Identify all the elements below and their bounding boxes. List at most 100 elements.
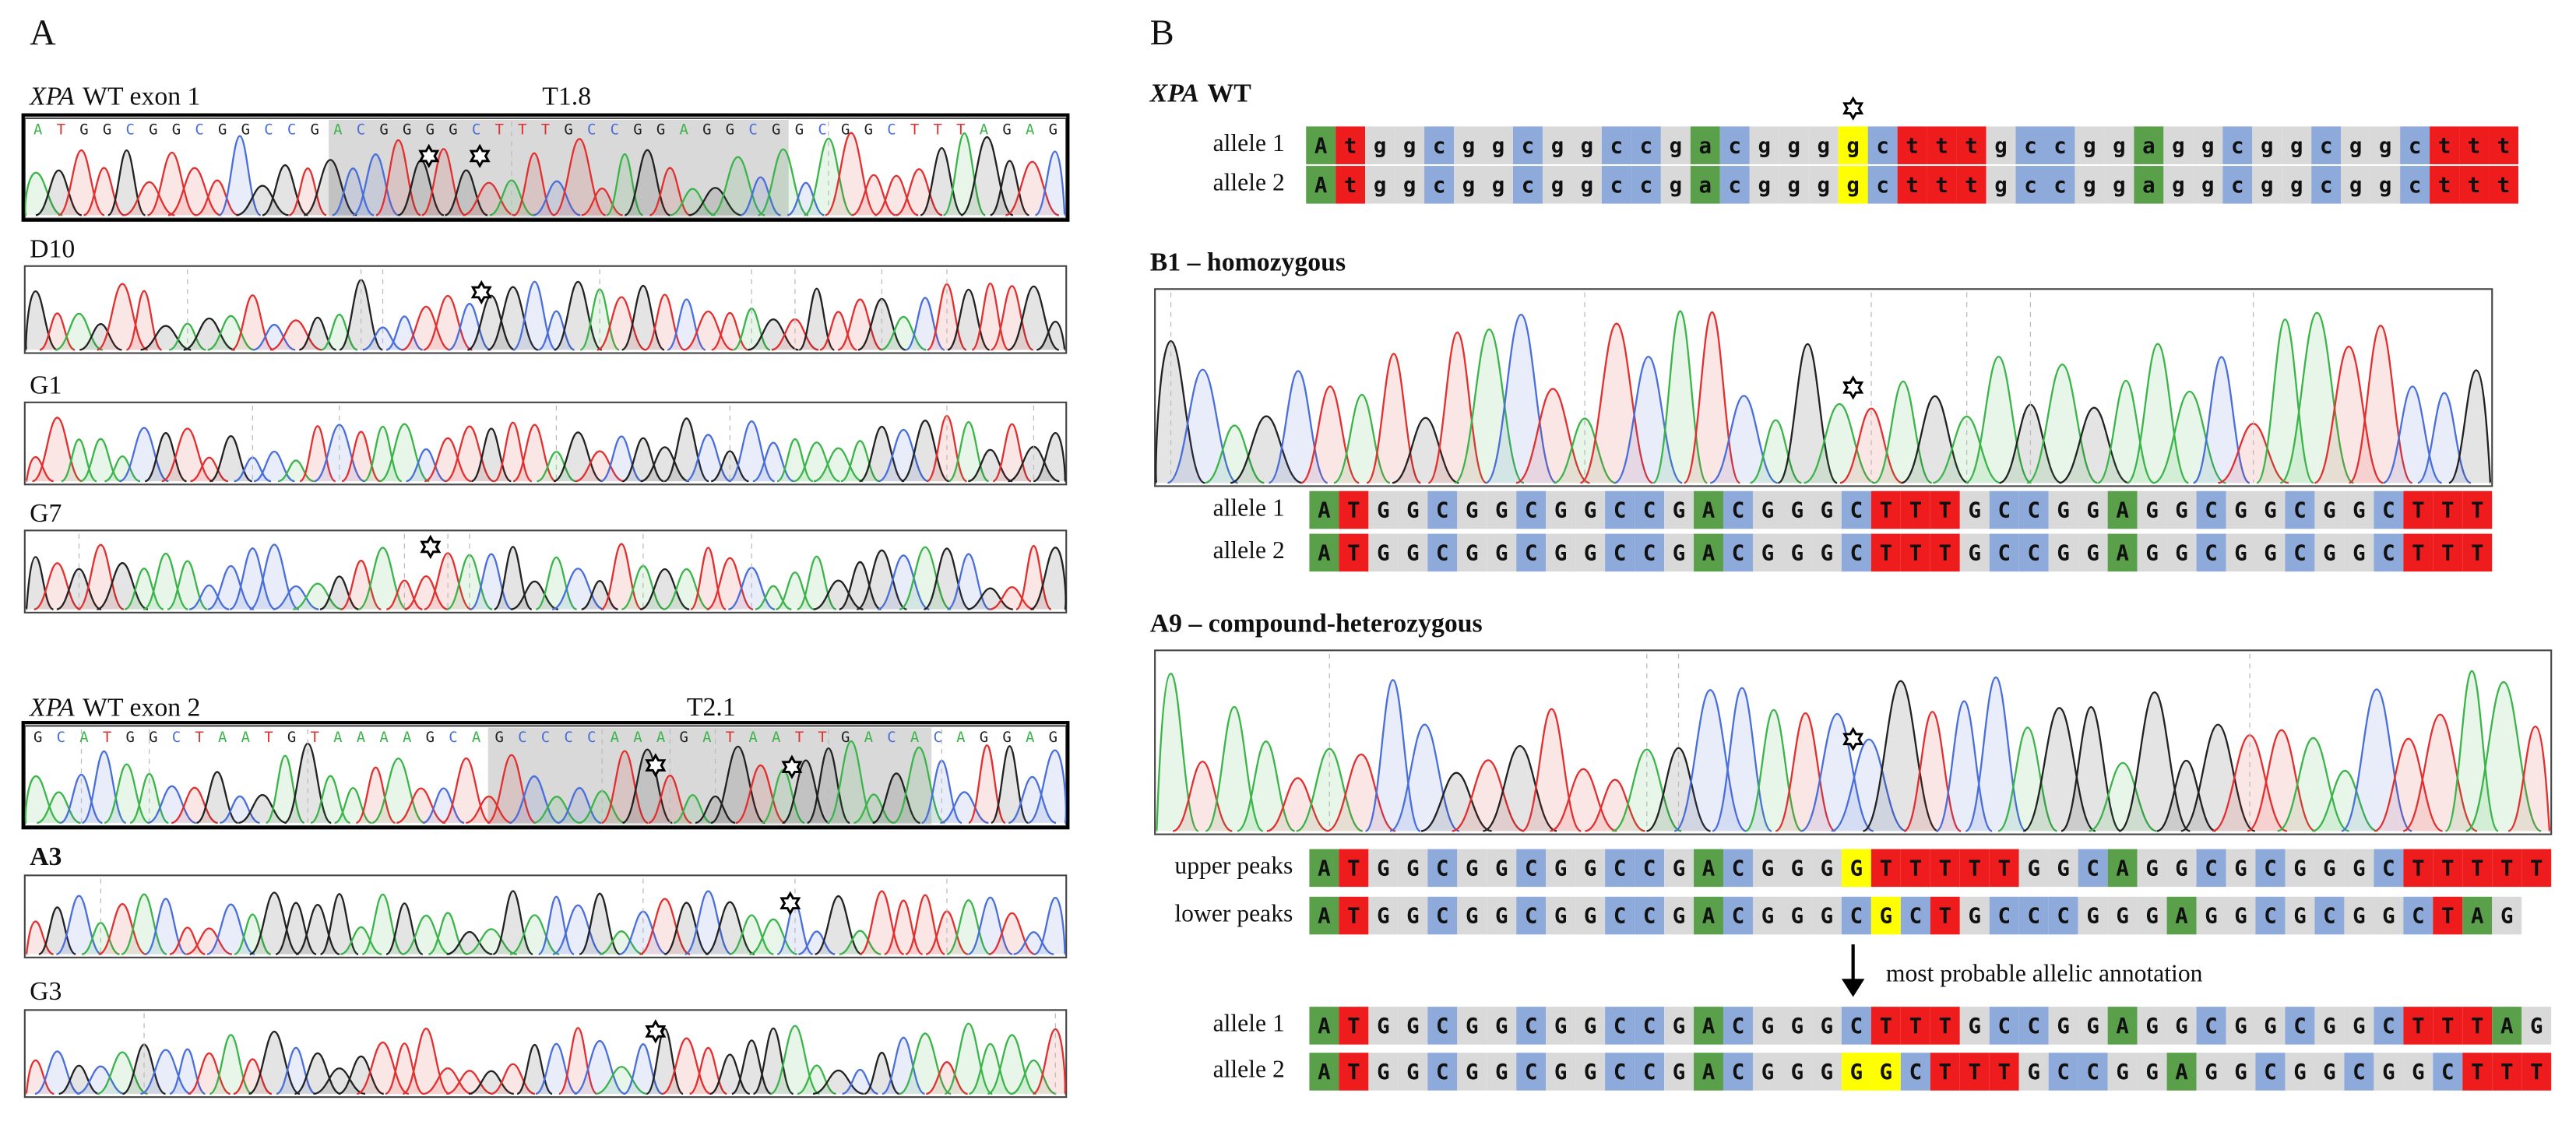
base-cell bbox=[1959, 849, 1990, 888]
base: G bbox=[2293, 856, 2307, 881]
base-cell bbox=[2018, 490, 2049, 529]
base: G bbox=[1673, 905, 1686, 929]
base-cell bbox=[1605, 1053, 1635, 1091]
base: c bbox=[2231, 174, 2244, 198]
trace-peak bbox=[512, 280, 557, 351]
trace-peak bbox=[667, 298, 706, 351]
base-cell bbox=[1635, 896, 1665, 935]
base-cell bbox=[1989, 896, 2019, 935]
target-label: T1.8 bbox=[542, 82, 591, 111]
base-cell bbox=[1986, 166, 2016, 204]
base-cell bbox=[2252, 126, 2282, 164]
base: C bbox=[1732, 541, 1745, 565]
base-cell bbox=[1605, 533, 1635, 572]
base: G bbox=[2500, 905, 2514, 929]
base-cell bbox=[1811, 533, 1842, 572]
base-cell bbox=[1635, 490, 1665, 529]
base: G bbox=[2205, 905, 2217, 929]
base: A bbox=[2500, 1014, 2514, 1039]
base-cell bbox=[1841, 896, 1871, 935]
base-cell bbox=[1365, 126, 1395, 164]
trace-peak bbox=[1420, 772, 1492, 832]
base-cell bbox=[2403, 533, 2433, 572]
base-cell bbox=[1631, 166, 1661, 204]
base-cell bbox=[2344, 896, 2374, 935]
base-cell bbox=[1457, 849, 1487, 888]
trace-peak bbox=[2256, 318, 2314, 484]
base-cell bbox=[2462, 490, 2493, 529]
trace-peak bbox=[1515, 388, 1590, 484]
base: C bbox=[2382, 541, 2395, 565]
trace-peak bbox=[859, 425, 905, 483]
trace-peak bbox=[1932, 415, 2001, 484]
base-cell bbox=[2285, 1053, 2315, 1091]
trace-peak bbox=[2448, 369, 2492, 484]
chromatogram bbox=[23, 1009, 1068, 1099]
base: C bbox=[1614, 1060, 1627, 1085]
base-cell bbox=[1513, 126, 1543, 164]
panel-label: B bbox=[1150, 13, 1174, 53]
trace-peak bbox=[639, 898, 691, 955]
trace-peak bbox=[385, 315, 424, 351]
base-cell bbox=[1605, 896, 1635, 935]
base: C bbox=[1643, 856, 1656, 881]
base-cell bbox=[1719, 166, 1750, 204]
base: T bbox=[2441, 499, 2455, 523]
panel-label: A bbox=[30, 13, 56, 53]
base-cell bbox=[2107, 1007, 2138, 1045]
trace-peak bbox=[1013, 931, 1054, 955]
base: t bbox=[1965, 174, 1978, 198]
trace-peak bbox=[2349, 325, 2413, 484]
base-cell bbox=[2314, 490, 2345, 529]
base: g bbox=[1551, 174, 1564, 198]
base-cell bbox=[1959, 1053, 1990, 1091]
base-cell bbox=[2433, 533, 2463, 572]
base: c bbox=[2053, 174, 2066, 198]
row-label: upper peaks bbox=[1174, 852, 1293, 879]
base-cell bbox=[1398, 1007, 1428, 1045]
base-cell bbox=[1749, 166, 1779, 204]
base-cell bbox=[1546, 849, 1576, 888]
trace-peak bbox=[55, 895, 103, 955]
base: G bbox=[1554, 499, 1568, 523]
base-cell bbox=[1989, 1007, 2019, 1045]
base: g bbox=[1846, 134, 1860, 158]
trace-peak bbox=[2059, 406, 2129, 484]
trace-peak bbox=[1874, 380, 1933, 484]
trace-peak bbox=[1032, 1028, 1067, 1095]
base-cell bbox=[2048, 896, 2078, 935]
base: C bbox=[1850, 1014, 1863, 1039]
base-cell bbox=[2403, 1053, 2433, 1091]
base: C bbox=[1525, 499, 1538, 523]
trace-peak bbox=[233, 1058, 273, 1095]
base-cell bbox=[1339, 1053, 1369, 1091]
base-cell bbox=[2018, 896, 2049, 935]
trace-peak bbox=[1550, 768, 1617, 832]
trace-peak bbox=[463, 181, 516, 216]
base: C bbox=[2382, 856, 2395, 881]
trace-peak bbox=[688, 187, 742, 216]
row-label: allele 2 bbox=[1213, 536, 1285, 564]
trace-peak bbox=[1156, 673, 1199, 832]
base: T bbox=[2441, 905, 2455, 929]
base-cell bbox=[1779, 126, 1809, 164]
base: C bbox=[2264, 1060, 2277, 1085]
base-cell bbox=[1487, 896, 1517, 935]
base: G bbox=[2145, 905, 2159, 929]
base: T bbox=[1909, 856, 1922, 881]
base: T bbox=[1347, 1060, 1360, 1085]
base: G bbox=[2145, 499, 2159, 523]
base: C bbox=[1850, 541, 1863, 565]
base: G bbox=[2086, 905, 2099, 929]
trace-peak bbox=[1167, 368, 1238, 484]
base: G bbox=[2234, 856, 2247, 881]
base: T bbox=[1939, 499, 1952, 523]
trace-peak bbox=[1454, 328, 1525, 484]
base: G bbox=[1584, 905, 1597, 929]
base-cell bbox=[1601, 166, 1631, 204]
base-cell bbox=[1483, 166, 1513, 204]
base-cell bbox=[1959, 490, 1990, 529]
base: g bbox=[1846, 174, 1860, 198]
base-cell bbox=[1838, 126, 1868, 164]
base: G bbox=[1761, 541, 1774, 565]
